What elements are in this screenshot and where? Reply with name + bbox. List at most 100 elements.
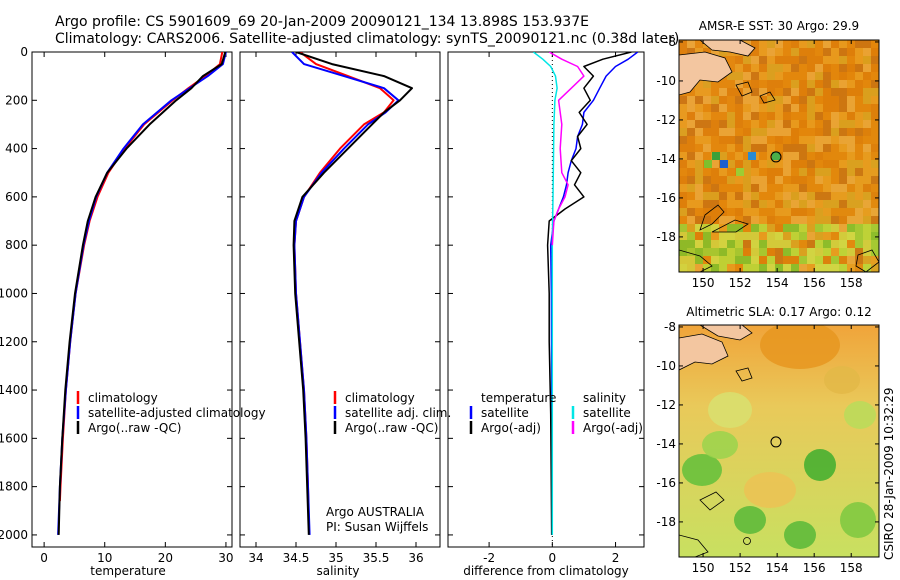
sst-cell — [831, 176, 839, 184]
sst-cell — [807, 40, 815, 48]
sst-cell — [735, 128, 743, 136]
sst-cell — [711, 224, 719, 232]
sst-cell — [807, 136, 815, 144]
sst-cell — [871, 72, 879, 80]
sst-cell — [791, 264, 799, 272]
sst-cell — [727, 128, 735, 136]
sst-cell — [767, 240, 775, 248]
sst-cell — [735, 160, 743, 168]
sst-cell — [703, 80, 711, 88]
sst-cell — [687, 104, 695, 112]
sst-cell — [735, 136, 743, 144]
sst-cell — [735, 112, 743, 120]
sst-cell — [711, 184, 719, 192]
sst-cell — [823, 112, 831, 120]
sst-cell — [743, 240, 751, 248]
sst-cell — [807, 256, 815, 264]
legend-heading-salinity: salinity — [583, 391, 626, 405]
legend-label-temp-satellite: satellite — [481, 406, 529, 420]
sst-cell — [775, 80, 783, 88]
sst-cell — [775, 200, 783, 208]
land-patch — [699, 40, 756, 57]
sst-cell — [695, 208, 703, 216]
sst-cell — [751, 136, 759, 144]
sst-cell — [783, 216, 791, 224]
sst-cell — [695, 152, 703, 160]
sst-cell — [831, 56, 839, 64]
sst-cell — [719, 200, 727, 208]
sst-cell — [815, 152, 823, 160]
sst-cell — [743, 200, 751, 208]
sst-cell — [823, 80, 831, 88]
sst-cell — [807, 264, 815, 272]
sst-cell — [695, 136, 703, 144]
sst-cell — [863, 176, 871, 184]
sst-cell — [839, 104, 847, 112]
sst-cell — [783, 120, 791, 128]
sst-cell — [695, 248, 703, 256]
difference-series-salinity-argo-adj — [548, 52, 585, 246]
sst-cell — [847, 112, 855, 120]
sla-map-field — [679, 325, 879, 557]
sst-cell — [807, 248, 815, 256]
sst-cell — [839, 120, 847, 128]
sst-cell — [687, 240, 695, 248]
sst-cell — [679, 96, 687, 104]
sst-cell — [815, 144, 823, 152]
sst-cell — [831, 112, 839, 120]
salinity-series — [291, 52, 413, 535]
sst-cell — [807, 88, 815, 96]
sst-cell — [735, 176, 743, 184]
coastline — [699, 491, 725, 511]
sla-blob — [824, 366, 860, 394]
sst-cell — [775, 136, 783, 144]
sst-cell — [783, 72, 791, 80]
sst-cell — [735, 56, 743, 64]
sst-cell — [871, 232, 879, 240]
map-ytick-label: -16 — [656, 476, 676, 490]
sst-cell — [743, 224, 751, 232]
sst-cell — [783, 168, 791, 176]
sst-cell — [759, 168, 767, 176]
sst-cell — [807, 72, 815, 80]
depth-tick-label: 1600 — [0, 431, 28, 445]
sst-cell — [791, 184, 799, 192]
sst-cell — [759, 208, 767, 216]
sst-cell — [759, 40, 767, 48]
sst-cell — [687, 224, 695, 232]
legend-label-temp-argo: Argo(-adj) — [481, 421, 541, 435]
sst-cell — [871, 216, 879, 224]
sst-cell — [847, 232, 855, 240]
sst-cell — [735, 144, 743, 152]
sst-cell — [839, 192, 847, 200]
sst-cell — [815, 248, 823, 256]
sst-cell — [735, 88, 743, 96]
sst-cell — [815, 128, 823, 136]
sst-cell — [743, 112, 751, 120]
sst-cell — [767, 72, 775, 80]
sst-cell — [727, 88, 735, 96]
sst-cell — [711, 120, 719, 128]
sst-cell — [823, 40, 831, 48]
sst-cell — [751, 232, 759, 240]
temperature-xtick-label: 0 — [40, 551, 48, 565]
sst-cell — [783, 152, 791, 160]
sst-cell — [703, 96, 711, 104]
sst-cell — [871, 224, 879, 232]
salinity-xtick-label: 34.5 — [283, 551, 310, 565]
salinity-panel: 34 34.5 35 35.5 36 salinity climatology sate… — [239, 51, 451, 578]
sst-cell — [735, 264, 743, 272]
sst-cell — [847, 240, 855, 248]
sst-cell — [863, 152, 871, 160]
sst-cell — [736, 168, 744, 176]
sst-cell — [863, 88, 871, 96]
sst-cell — [831, 160, 839, 168]
sst-cell — [839, 216, 847, 224]
sst-cell — [703, 104, 711, 112]
sst-cell — [751, 200, 759, 208]
sst-map-ticks: 150 152 154 156 158 -8 -10 -12 -14 -16 -18 — [656, 35, 879, 290]
sst-cell — [815, 80, 823, 88]
sst-cell — [719, 168, 727, 176]
sst-cell — [847, 96, 855, 104]
sst-cell — [759, 48, 767, 56]
